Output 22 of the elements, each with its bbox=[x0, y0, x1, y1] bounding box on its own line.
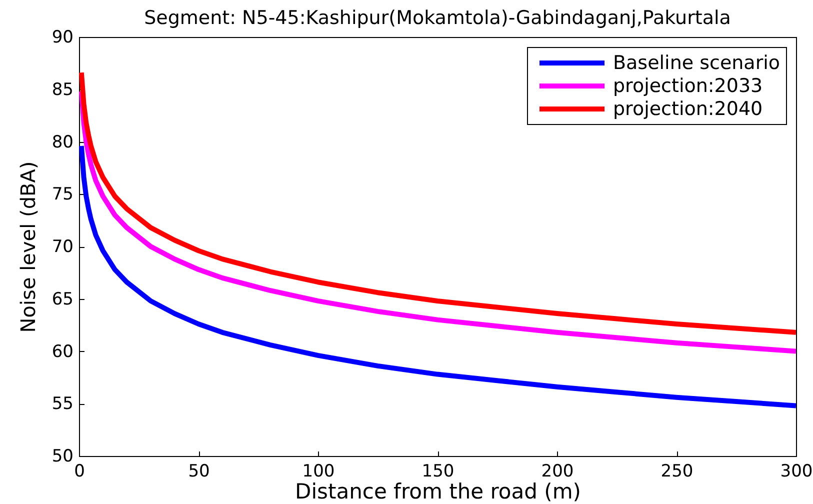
x-tick-label: 0 bbox=[74, 462, 85, 482]
chart-title: Segment: N5-45:Kashipur(Mokamtola)-Gabindaganj,Pakurtala bbox=[144, 7, 731, 29]
x-tick-label: 50 bbox=[188, 462, 210, 482]
x-tick-label: 200 bbox=[541, 462, 574, 482]
legend-label: projection:2040 bbox=[613, 98, 763, 120]
y-tick-label: 90 bbox=[52, 28, 74, 48]
y-tick-label: 70 bbox=[52, 237, 74, 257]
y-axis-title: Noise level (dBA) bbox=[16, 161, 40, 333]
x-axis-title: Distance from the road (m) bbox=[295, 480, 581, 504]
y-tick-label: 85 bbox=[52, 80, 74, 100]
x-tick-label: 100 bbox=[302, 462, 335, 482]
y-tick-label: 55 bbox=[52, 394, 74, 414]
x-tick-label: 300 bbox=[780, 462, 813, 482]
x-tick-label: 250 bbox=[660, 462, 694, 482]
legend-label: projection:2033 bbox=[613, 75, 763, 97]
y-tick-label: 80 bbox=[52, 132, 74, 152]
legend-label: Baseline scenario bbox=[613, 52, 780, 74]
x-tick-label: 150 bbox=[422, 462, 454, 482]
y-tick-label: 65 bbox=[52, 289, 74, 310]
y-tick-label: 60 bbox=[52, 342, 74, 362]
y-tick-label: 75 bbox=[52, 184, 74, 205]
y-tick-label: 50 bbox=[52, 446, 74, 466]
